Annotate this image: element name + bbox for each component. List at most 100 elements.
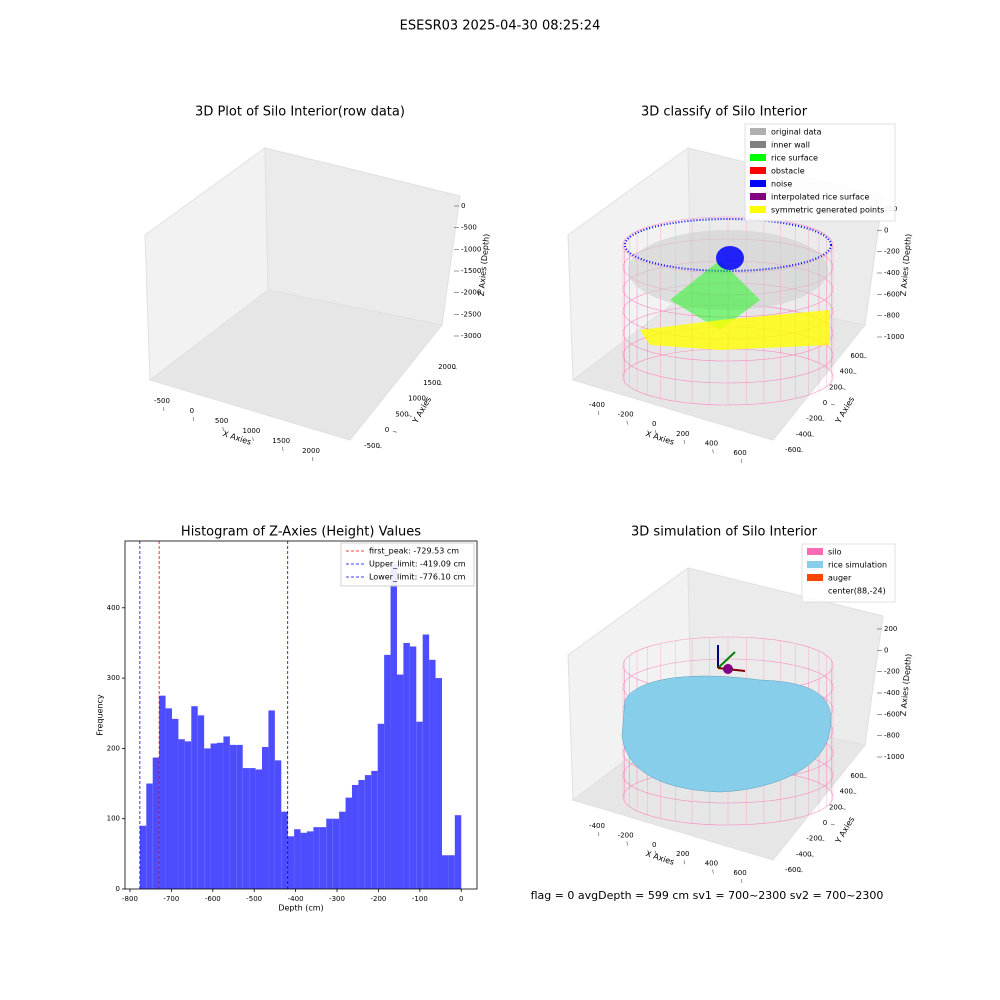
tick-label: -600 <box>785 866 801 874</box>
tick-label: 1500 <box>423 379 441 387</box>
surface <box>670 260 760 330</box>
legend-swatch <box>750 154 766 161</box>
tick-label: 200 <box>676 850 689 858</box>
legend-swatch <box>750 167 766 174</box>
y-tick-label: 400 <box>107 604 120 612</box>
tick-label: -600 <box>884 290 900 298</box>
bar <box>454 815 462 889</box>
legend-label: auger <box>828 574 852 583</box>
tick-label: 400 <box>705 439 718 447</box>
bar <box>139 825 147 889</box>
tick-mark <box>626 420 628 425</box>
tick-label: 200 <box>884 625 897 633</box>
bar <box>448 855 455 889</box>
panel-title: 3D simulation of Silo Interior <box>631 525 818 540</box>
tick-mark <box>740 458 743 464</box>
bar <box>441 855 449 889</box>
legend-swatch <box>807 574 823 581</box>
bar <box>210 743 218 889</box>
tick-label: 1000 <box>408 395 426 403</box>
tick-label: 0 <box>823 819 827 827</box>
tick-label: -200 <box>884 668 900 676</box>
y-tick-label: 100 <box>107 815 120 823</box>
pane <box>148 289 443 441</box>
bar <box>416 721 423 889</box>
suptitle: ESESR03 2025-04-30 08:25:24 <box>400 19 601 34</box>
bar <box>146 783 153 889</box>
y-tick-label: 300 <box>107 674 120 682</box>
bar <box>172 718 179 889</box>
legend-label: rice surface <box>771 154 818 163</box>
bar <box>390 563 397 889</box>
legend-box <box>340 542 475 587</box>
ring <box>624 218 832 272</box>
tick-mark <box>597 410 600 416</box>
tick-label: -400 <box>589 401 605 409</box>
tick-mark <box>437 383 443 386</box>
x-tick-label: -600 <box>205 895 221 903</box>
bar <box>287 836 295 889</box>
legend-label: symmetric generated points <box>771 206 884 215</box>
tick-mark <box>830 823 836 826</box>
bar <box>152 757 160 889</box>
tick-label: 1000 <box>242 427 260 435</box>
legend-label: Upper_limit: -419.09 cm <box>369 560 466 569</box>
bar <box>255 769 262 889</box>
bar <box>268 710 275 889</box>
x-tick-label: -700 <box>163 895 179 903</box>
tick-mark <box>407 415 413 417</box>
tick-mark <box>841 808 846 810</box>
bar <box>351 784 359 889</box>
x-tick-label: -800 <box>122 895 138 903</box>
tick-label: -2000 <box>461 289 481 297</box>
center <box>723 664 733 674</box>
noise <box>716 246 744 270</box>
tick-label: 1500 <box>272 437 290 445</box>
tick-mark <box>392 431 398 433</box>
tick-mark <box>712 869 714 874</box>
bar <box>326 818 333 889</box>
tick-label: -400 <box>796 850 812 858</box>
tick-mark <box>626 841 628 846</box>
tick-label: 500 <box>395 410 408 418</box>
bar <box>274 760 282 889</box>
bar <box>403 642 410 889</box>
tick-label: 200 <box>676 430 689 438</box>
bar <box>429 659 436 889</box>
y-tick-label: 0 <box>116 885 120 893</box>
tick-label: -500 <box>461 224 477 232</box>
tick-label: -500 <box>364 442 380 450</box>
bar <box>261 746 269 889</box>
bar <box>345 797 352 889</box>
legend-label: Lower_limit: -776.10 cm <box>369 573 466 582</box>
y-axis-label: Frequency <box>96 694 105 736</box>
bar <box>339 811 346 889</box>
tick-mark <box>282 446 284 452</box>
tick-label: -200 <box>884 248 900 256</box>
tick-label: -3000 <box>461 332 481 340</box>
tick-label: -2500 <box>461 310 481 318</box>
bar <box>204 748 211 889</box>
legend-swatch <box>750 180 766 187</box>
tick-label: -400 <box>589 822 605 830</box>
bar <box>217 742 224 889</box>
tick-label: -400 <box>884 269 900 277</box>
wall-points <box>628 230 828 310</box>
legend-swatch <box>807 587 823 594</box>
x-tick-label: -200 <box>370 895 386 903</box>
bar <box>223 736 230 889</box>
tick-label: -1000 <box>461 245 481 253</box>
tick-label: 200 <box>829 803 842 811</box>
tick-label: 0 <box>652 841 656 849</box>
tick-label: -1000 <box>884 333 904 341</box>
bar <box>396 674 404 889</box>
tick-mark <box>712 449 714 454</box>
tick-mark <box>252 436 254 442</box>
tick-label: 0 <box>385 426 389 434</box>
tick-mark <box>830 403 836 406</box>
tick-label: -500 <box>154 397 170 405</box>
legend-swatch <box>750 141 766 148</box>
legend-swatch <box>750 206 766 213</box>
bar <box>332 818 340 889</box>
x-tick-label: -100 <box>412 895 428 903</box>
